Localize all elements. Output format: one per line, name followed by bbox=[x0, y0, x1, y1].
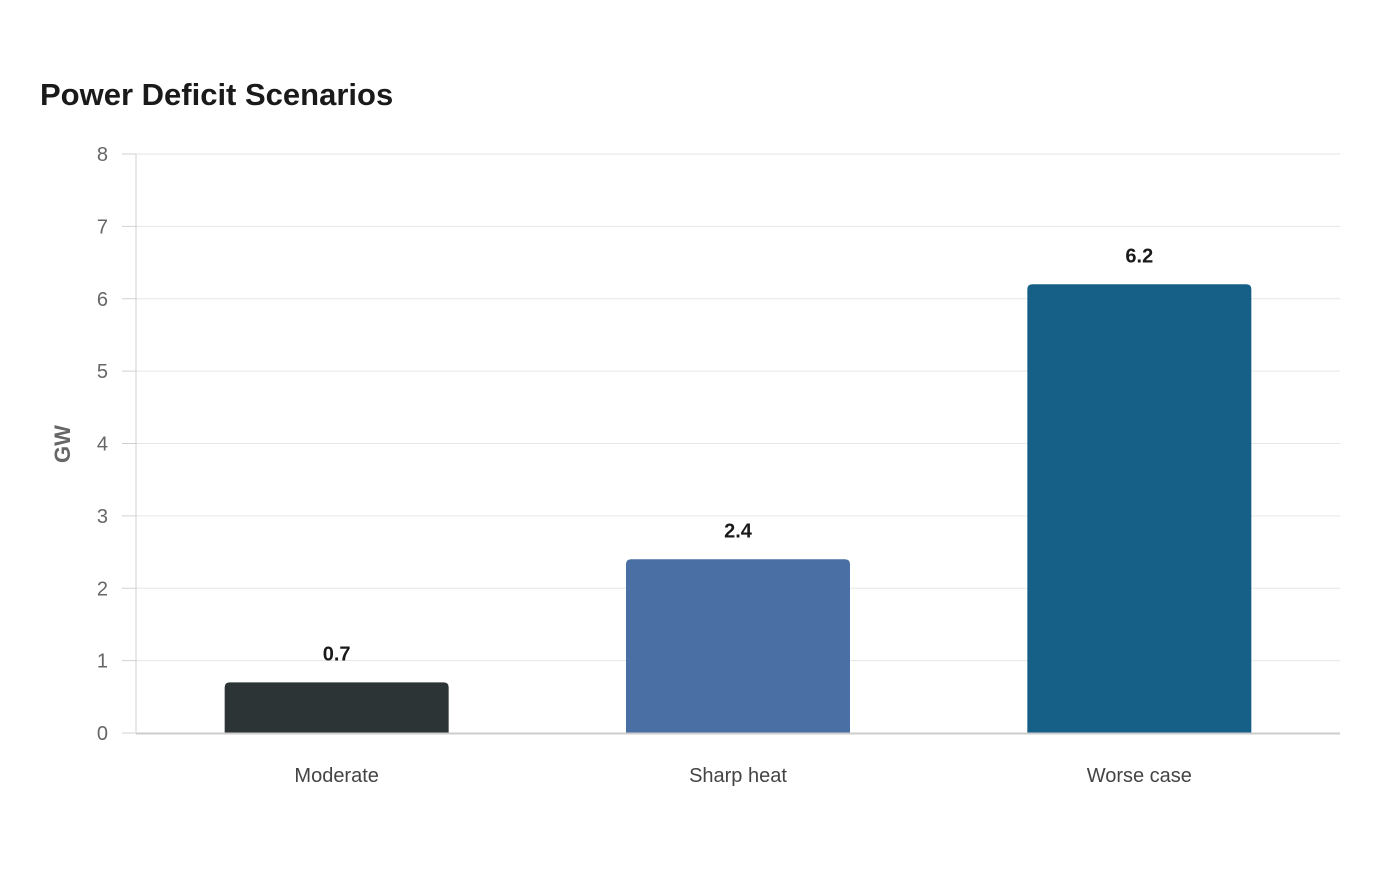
y-tick-label: 1 bbox=[97, 651, 108, 673]
data-label: 6.2 bbox=[1125, 245, 1153, 267]
bar bbox=[1027, 284, 1252, 733]
y-tick-label: 7 bbox=[97, 216, 108, 238]
x-tick-label: Sharp heat bbox=[689, 765, 787, 787]
y-tick-label: 4 bbox=[97, 434, 108, 456]
bar bbox=[626, 559, 850, 733]
y-axis-title: GW bbox=[50, 425, 75, 463]
y-tick-label: 8 bbox=[97, 144, 108, 166]
y-tick-label: 5 bbox=[97, 361, 108, 383]
bar bbox=[224, 682, 449, 733]
y-axis: 0 1 2 3 4 5 6 7 8 bbox=[97, 144, 137, 745]
y-tick-label: 2 bbox=[97, 578, 108, 600]
x-tick-label: Worse case bbox=[1087, 765, 1192, 787]
x-tick-label: Moderate bbox=[294, 765, 379, 787]
chart-title: Power Deficit Scenarios bbox=[40, 77, 394, 112]
y-tick-label: 0 bbox=[97, 723, 108, 745]
bars bbox=[224, 284, 1252, 733]
data-label: 2.4 bbox=[724, 520, 753, 542]
data-label: 0.7 bbox=[323, 643, 351, 665]
y-tick-label: 6 bbox=[97, 289, 108, 311]
data-labels: 0.7 2.4 6.2 bbox=[323, 245, 1153, 665]
y-tick-label: 3 bbox=[97, 506, 108, 528]
x-axis: Moderate Sharp heat Worse case bbox=[136, 732, 1340, 787]
